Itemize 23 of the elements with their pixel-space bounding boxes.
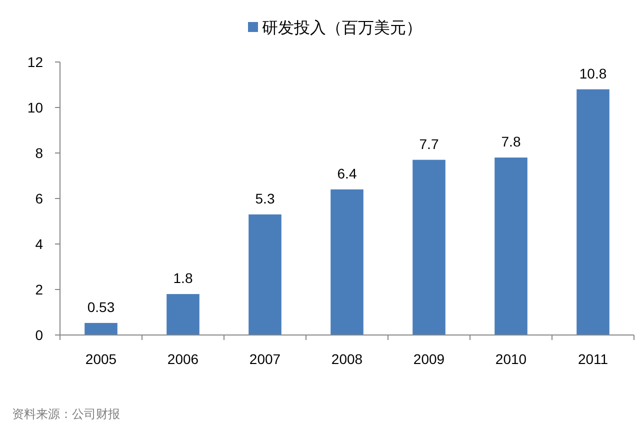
x-tick-label: 2007 (249, 351, 281, 367)
y-tick-label: 12 (27, 54, 43, 70)
data-label: 7.7 (419, 136, 439, 152)
y-tick-label: 2 (35, 282, 43, 298)
annotation: 资料来源：公司财报 (12, 407, 120, 421)
data-label: 10.8 (579, 65, 607, 82)
data-label: 6.4 (337, 165, 357, 182)
y-tick-label: 6 (35, 190, 43, 206)
x-tick-label: 2011 (578, 351, 608, 367)
y-tick-label: 8 (35, 145, 43, 161)
x-tick-label: 2009 (413, 351, 445, 367)
y-tick-label: 4 (35, 236, 43, 252)
legend-label: 研发投入（百万美元） (262, 20, 422, 37)
x-tick-label: 2005 (85, 351, 117, 367)
data-label: 5.3 (255, 190, 275, 206)
data-label: 0.53 (87, 298, 115, 315)
x-tick-label: 2006 (167, 351, 199, 367)
data-label: 7.8 (501, 134, 521, 150)
y-tick-label: 10 (27, 100, 43, 116)
y-tick-label: 0 (35, 327, 43, 343)
x-tick-label: 2010 (495, 351, 527, 367)
x-tick-label: 2008 (331, 351, 363, 367)
data-label: 1.8 (173, 270, 193, 286)
